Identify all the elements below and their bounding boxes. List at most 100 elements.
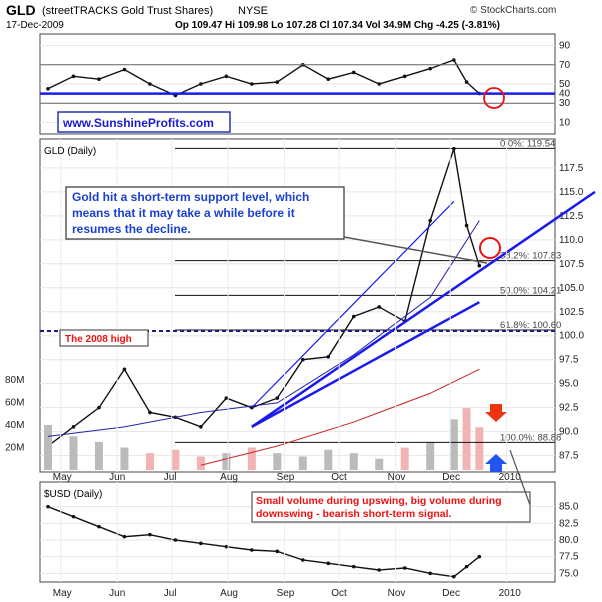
price-data-point [464,223,469,228]
price-data-point [199,425,203,429]
month-label: May [53,472,72,483]
rsi-data-point [326,77,331,81]
exchange-label: NYSE [238,5,268,17]
volume-bar [273,453,282,470]
volume-bar [298,456,307,470]
month-label: Oct [331,472,347,483]
fibonacci-level-label: 38.2%: 107.83 [500,251,561,262]
watermark-text: www.SunshineProfits.com [62,116,214,130]
rsi-data-point [224,74,229,79]
month-label: 2010 [499,472,522,483]
usd-data-point [326,561,331,566]
volume-tick-label: 60M [5,398,24,409]
usd-data-point [224,544,229,549]
date-label: 17-Dec-2009 [6,20,64,31]
price-data-point [351,314,356,319]
volume-bar [449,419,458,470]
volume-bar [120,447,129,470]
month-label: Sep [277,588,295,599]
ma200-line [200,368,480,466]
month-label: Jun [109,472,125,483]
month-label: Dec [442,588,460,599]
usd-data-point [148,532,152,537]
rsi-y-tick-label: 10 [559,117,571,128]
volume-callout-text: Small volume during upswing, big volume … [256,495,505,520]
rsi-data-point [46,87,50,91]
price-data-point [97,405,101,410]
volume-tick-label: 20M [5,443,24,454]
usd-data-point [97,524,101,529]
rsi-data-point [71,74,76,79]
fibonacci-level-label: 50.0%: 104.21 [500,285,561,296]
fibonacci-level-label: 0.0%: 119.54 [500,138,555,149]
usd-data-point [351,564,356,569]
usd-y-tick-label: 82.5 [559,518,579,529]
rsi-y-tick-label: 40 [559,89,571,100]
month-label: Dec [442,472,460,483]
volume-tick-label: 40M [5,420,24,431]
price-panel: 87.5 90.0 92.5 95.0 97.5 100.0 102.5 105.0 107.5… [5,138,596,470]
usd-data-point [199,541,203,546]
rsi-data-point [275,80,280,84]
usd-data-point [300,558,305,562]
volume-bar [196,456,205,470]
high-2008-box [59,329,149,347]
volume-callout-pointer [509,449,531,506]
price-data-point [477,263,482,268]
price-y-tick-label: 100.0 [559,331,584,342]
high-2008-label: The 2008 high [65,334,132,345]
watermark-box [57,111,231,133]
support-callout-box [65,186,345,240]
rsi-data-point [428,66,432,71]
usd-y-tick-label: 75.0 [559,568,579,579]
usd-y-tick-label: 80.0 [559,535,579,546]
price-y-tick-label: 95.0 [559,379,579,390]
price-data-point [428,218,432,223]
volume-bar [145,453,154,470]
symbol-label: GLD [6,2,36,18]
fibonacci-level-label: 61.8%: 100.60 [500,320,561,331]
volume-bar [171,449,180,470]
price-y-tick-label: 90.0 [559,427,579,438]
usd-data-point [250,548,254,552]
price-y-tick-label: 92.5 [559,403,579,414]
price-panel-title: GLD (Daily) [44,146,96,157]
month-label: Nov [388,472,406,483]
price-y-tick-label: 97.5 [559,355,579,366]
rsi-data-point [250,82,254,86]
month-label: Jun [109,588,125,599]
rsi-data-point [122,67,127,72]
usd-data-point [452,574,456,579]
price-y-tick-label: 107.5 [559,259,584,270]
quote-line: Op 109.47 Hi 109.98 Lo 107.28 Cl 107.34 … [175,20,500,31]
month-label: Aug [220,472,238,483]
price-y-tick-label: 87.5 [559,451,579,462]
month-label: Oct [331,588,347,599]
usd-y-tick-label: 77.5 [559,552,579,563]
usd-data-point [428,571,432,576]
up-arrow-icon [485,454,507,472]
rsi-y-tick-label: 30 [559,98,571,109]
price-data-point [377,305,382,309]
price-y-tick-label: 117.5 [559,163,584,174]
price-y-tick-label: 105.0 [559,283,584,294]
volume-bar [69,436,78,470]
price-y-tick-label: 115.0 [559,187,584,198]
price-y-tick-label: 102.5 [559,307,584,318]
rsi-data-point [148,82,152,86]
rsi-data-point [464,80,469,84]
rsi-y-tick-label: 50 [559,79,571,90]
price-data-point [122,367,127,372]
volume-bar [475,427,484,470]
security-name: (streetTRACKS Gold Trust Shares) [42,5,213,17]
volume-bar [400,447,409,470]
usd-panel-title: $USD (Daily) [44,489,102,500]
month-label: Jul [164,588,177,599]
month-label: May [53,588,72,599]
rsi-data-point [97,77,101,81]
price-data-point [224,396,229,400]
price-data-point [71,425,76,429]
usd-data-point [122,534,127,539]
volume-bar [349,453,358,470]
